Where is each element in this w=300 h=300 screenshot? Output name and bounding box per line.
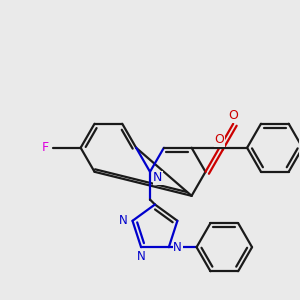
Text: F: F [41, 141, 49, 154]
Text: N: N [153, 171, 163, 184]
Text: N: N [173, 241, 182, 254]
Text: O: O [214, 133, 224, 146]
Text: O: O [228, 109, 238, 122]
Text: N: N [137, 250, 146, 262]
Text: N: N [119, 214, 128, 227]
